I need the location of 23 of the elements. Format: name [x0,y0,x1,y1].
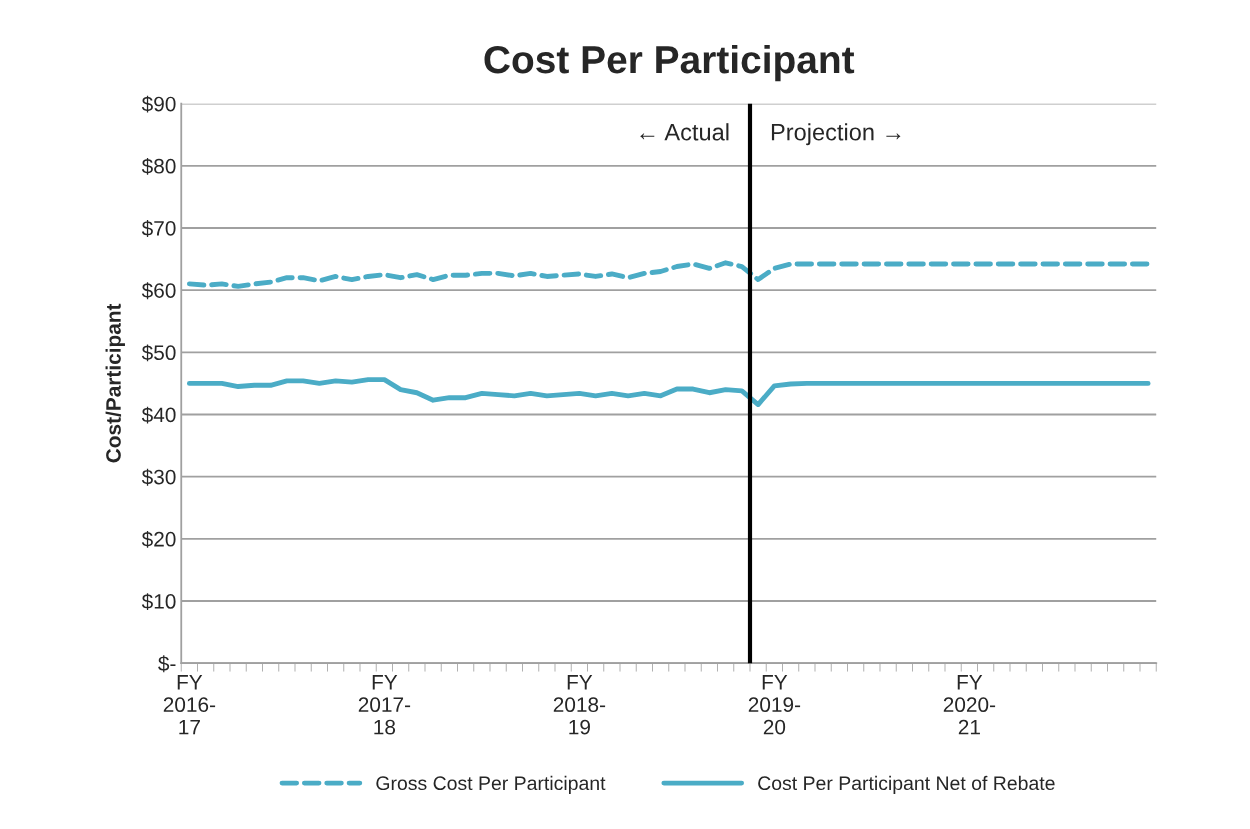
y-tick-label: $60 [141,282,176,300]
x-tick-label: FY 2020- 21 [943,675,996,735]
line-series [186,377,1151,407]
y-tick-label: $- [158,655,176,673]
y-tick-label: $20 [141,530,176,548]
y-tick-label: $80 [141,157,176,175]
y-tick-label: $50 [141,344,176,362]
legend-label: Cost Per Participant Net of Rebate [758,775,1055,794]
y-tick-label: $90 [141,95,176,113]
x-tick-label: FY 2017- 18 [358,675,411,735]
line-series [186,260,1151,289]
annotation: Projection → [771,123,901,146]
y-tick-label: $10 [141,593,176,611]
x-tick-label: FY 2016- 17 [163,675,216,735]
chart-title: Cost Per Participant [484,44,855,82]
x-tick-label: FY 2019- 20 [748,675,801,735]
y-axis-title: Cost/Participant [105,303,125,463]
x-tick-label: FY 2018- 19 [553,675,606,735]
annotation: ← Actual [640,123,729,141]
y-tick-label: $40 [141,406,176,424]
legend-label: Gross Cost Per Participant [376,775,606,794]
y-tick-label: $30 [141,468,176,486]
y-tick-label: $70 [141,220,176,237]
